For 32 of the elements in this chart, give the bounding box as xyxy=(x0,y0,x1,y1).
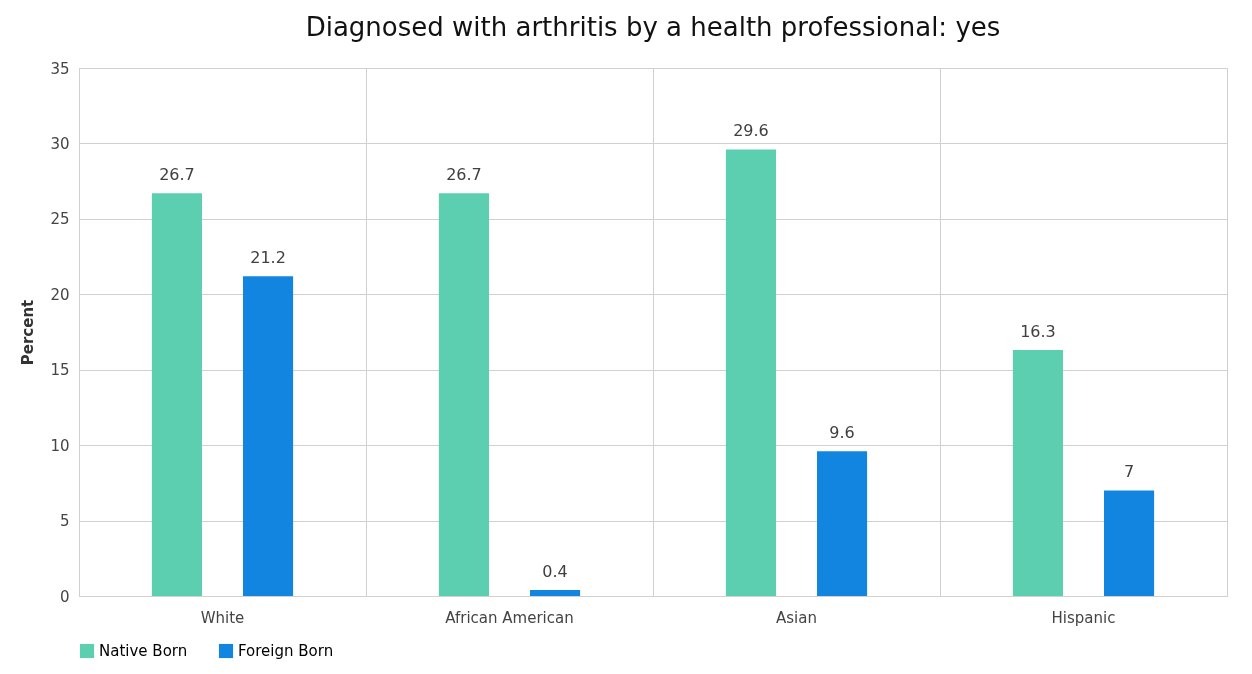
y-tick-label: 5 xyxy=(59,512,70,531)
data-label: 26.7 xyxy=(159,165,195,185)
x-tick-label: African American xyxy=(445,608,574,627)
y-axis-title: Percent xyxy=(19,299,38,366)
bar xyxy=(151,193,202,596)
y-tick-label: 35 xyxy=(50,59,70,78)
legend-label: Native Born xyxy=(99,642,188,660)
data-label: 7 xyxy=(1123,462,1135,482)
bar xyxy=(1012,350,1063,596)
bar xyxy=(817,451,868,596)
y-tick-label: 30 xyxy=(50,134,70,153)
data-label: 16.3 xyxy=(1020,322,1056,342)
data-label: 21.2 xyxy=(250,248,286,268)
data-label: 9.6 xyxy=(829,423,855,443)
y-tick-label: 25 xyxy=(50,210,70,229)
chart-title: Diagnosed with arthritis by a health professional: yes xyxy=(305,12,1001,42)
x-tick-label: Hispanic xyxy=(1051,608,1116,627)
bar xyxy=(725,149,776,596)
data-label: 29.6 xyxy=(733,121,769,141)
legend-label: Foreign Born xyxy=(238,642,334,660)
x-tick-label: White xyxy=(200,608,245,627)
bar xyxy=(1104,490,1155,596)
y-tick-label: 15 xyxy=(50,361,70,380)
bar xyxy=(438,193,489,596)
y-tick-label: 20 xyxy=(50,285,70,304)
bar xyxy=(243,276,294,596)
data-label: 26.7 xyxy=(446,165,482,185)
bar xyxy=(530,589,581,596)
data-label: 0.4 xyxy=(542,561,568,581)
y-tick-label: 0 xyxy=(59,587,70,606)
y-tick-label: 10 xyxy=(50,436,70,455)
x-tick-label: Asian xyxy=(776,608,817,627)
